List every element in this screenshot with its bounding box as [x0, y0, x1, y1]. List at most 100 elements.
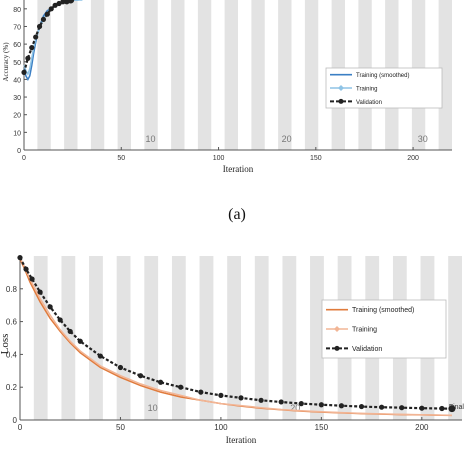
- epoch-label: 10: [145, 134, 155, 144]
- legend-marker: [334, 345, 340, 351]
- y-tick-label: 0: [13, 416, 18, 425]
- epoch-band: [199, 256, 214, 420]
- legend: Training (smoothed) Training Validation: [321, 299, 447, 359]
- legend-label: Training (smoothed): [352, 307, 414, 314]
- x-tick-label: 150: [315, 423, 329, 432]
- series-point: [97, 353, 103, 359]
- series-point: [25, 55, 31, 61]
- epoch-band: [144, 0, 158, 150]
- series-point: [17, 255, 23, 261]
- epoch-label: 20: [290, 403, 300, 413]
- series-point: [52, 2, 58, 8]
- epoch-label: 10: [148, 403, 158, 413]
- series-line-2: [19, 257, 453, 416]
- x-tick-label: 200: [407, 155, 419, 162]
- series-point: [419, 405, 425, 411]
- epoch-label: 20: [282, 134, 292, 144]
- legend-label: Validation: [352, 346, 382, 353]
- legend-label: Validation: [356, 100, 382, 106]
- series-point: [67, 328, 73, 335]
- series-point: [198, 389, 204, 395]
- series-point: [60, 0, 66, 5]
- epoch-band: [37, 0, 51, 150]
- series-point: [439, 405, 445, 412]
- epoch-band: [227, 256, 241, 420]
- y-tick-label: 10: [13, 130, 21, 137]
- x-tick-label: 0: [22, 155, 26, 162]
- x-tick-label: 50: [117, 155, 125, 162]
- y-tick-label: 0.4: [6, 350, 18, 359]
- epoch-band: [144, 256, 159, 420]
- x-tick-label: 0: [18, 423, 23, 432]
- epoch-band: [278, 0, 292, 150]
- y-axis-label: Accuracy (%): [2, 42, 10, 82]
- chart-panel-1: 0 50 100 150 200 0 10 20 30 40 50 60 70 80 Iteration Ac…: [2, 0, 452, 174]
- epoch-band: [90, 0, 105, 150]
- series-point: [358, 403, 365, 410]
- y-tick-label: 30: [13, 95, 21, 102]
- epoch-band: [61, 256, 76, 420]
- y-tick-label: 0.8: [6, 285, 18, 294]
- epoch-band: [64, 0, 78, 150]
- epoch-label: 30: [418, 134, 428, 144]
- y-tick-label: 80: [13, 7, 21, 14]
- series-point: [37, 289, 43, 295]
- y-tick-label: 0.6: [6, 318, 18, 327]
- series-point: [338, 403, 345, 409]
- y-tick-label: 70: [13, 24, 21, 31]
- figure-caption: (a): [228, 206, 246, 223]
- series-point: [318, 402, 324, 408]
- y-tick-label: 0.2: [6, 383, 18, 392]
- epoch-band: [448, 256, 462, 420]
- x-axis-label: Iteration: [223, 164, 254, 174]
- legend-label: Training: [356, 87, 377, 93]
- legend-label: Training (smoothed): [356, 73, 409, 79]
- legend: Training (smoothed) Training Validation: [325, 67, 443, 109]
- y-tick-label: 50: [13, 60, 21, 67]
- y-tick-label: 20: [13, 113, 21, 120]
- series-point: [238, 395, 244, 401]
- series-point: [379, 404, 385, 410]
- series-point: [29, 45, 35, 51]
- x-tick-label: 50: [116, 423, 125, 432]
- legend-marker: [338, 85, 344, 91]
- y-axis-label: Loss: [0, 334, 11, 355]
- series-point: [29, 276, 35, 282]
- x-tick-label: 100: [214, 423, 228, 432]
- series-point: [298, 401, 304, 407]
- series-point: [23, 266, 29, 272]
- series-point: [44, 11, 50, 17]
- legend-marker: [338, 98, 344, 104]
- y-tick-label: 60: [13, 42, 21, 49]
- epoch-band: [171, 256, 186, 420]
- epoch-band: [282, 256, 297, 420]
- y-tick-label: 0: [17, 148, 21, 155]
- series-point: [56, 0, 62, 7]
- series-point: [21, 69, 27, 75]
- legend-marker: [334, 326, 340, 332]
- x-tick-label: 150: [310, 155, 322, 162]
- series-point: [218, 392, 224, 398]
- series-point: [158, 379, 164, 385]
- epoch-band: [171, 0, 185, 150]
- final-validation-point: [448, 405, 456, 413]
- series-point: [57, 317, 63, 323]
- series-point: [399, 405, 405, 411]
- series-point: [117, 364, 124, 371]
- series-point: [48, 6, 54, 12]
- epoch-band: [254, 256, 269, 420]
- x-tick-label: 100: [213, 155, 225, 162]
- epoch-band: [251, 0, 265, 150]
- series-point: [137, 373, 144, 379]
- epoch-band: [197, 0, 212, 150]
- final-label: Final: [449, 404, 465, 411]
- series-point: [36, 23, 43, 30]
- chart-panel-2: 0 50 100 150 200 0 0.2 0.4 0.6 0.8 Iteration Loss 10…: [0, 255, 464, 445]
- series-point: [178, 384, 184, 390]
- series-point: [33, 34, 39, 40]
- epoch-band: [304, 0, 319, 150]
- x-axis-label: Iteration: [226, 435, 257, 445]
- epoch-band: [89, 256, 103, 420]
- epoch-band: [310, 256, 324, 420]
